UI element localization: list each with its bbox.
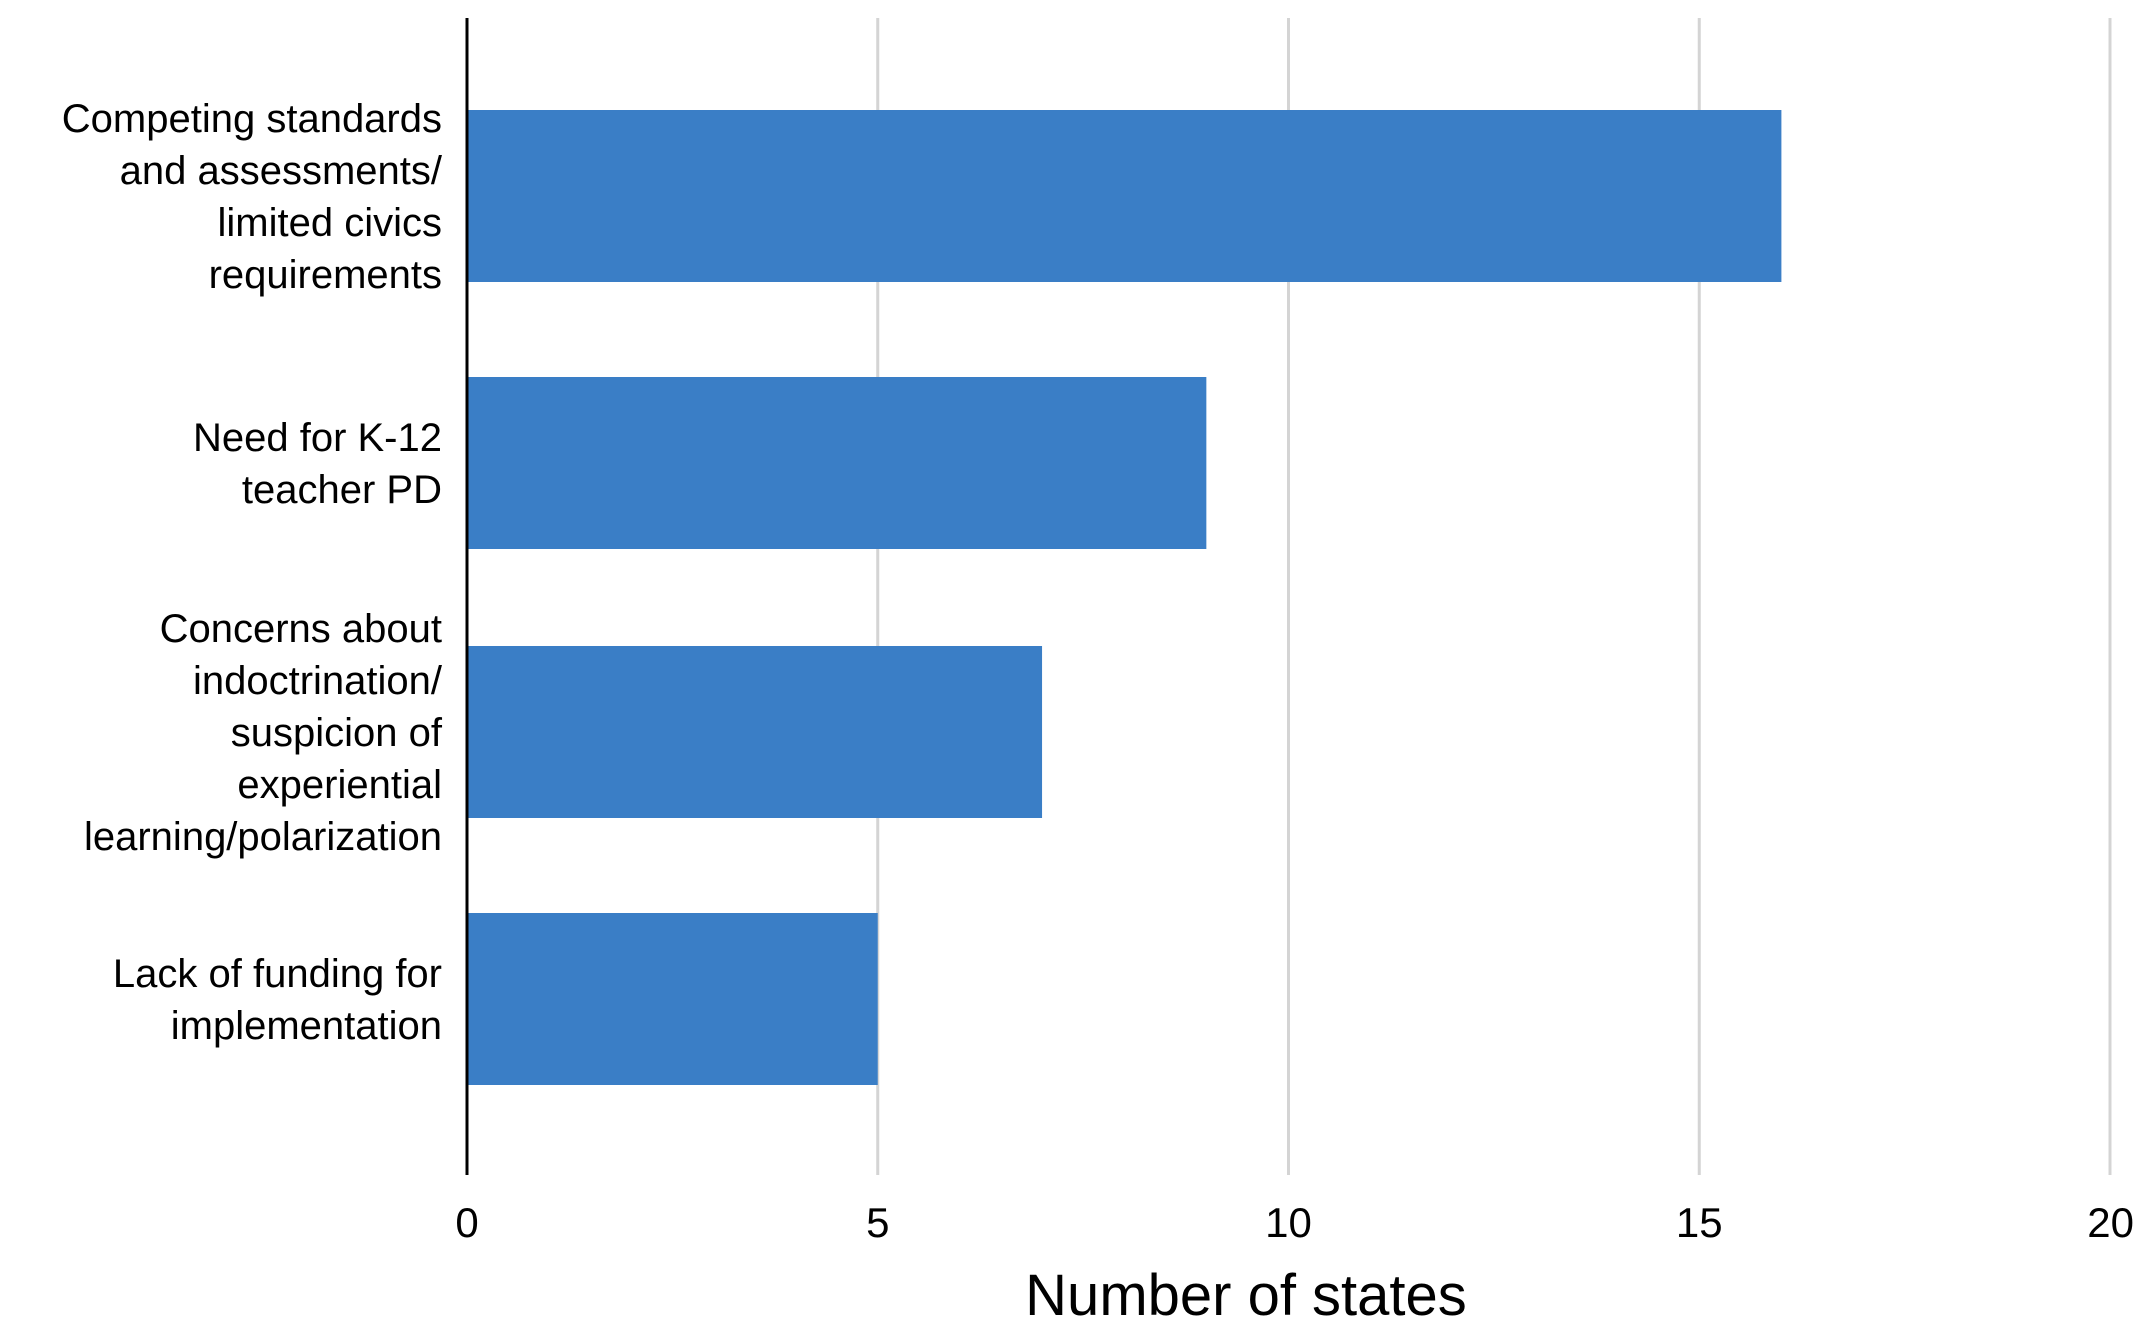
category-label-line: implementation	[171, 1004, 442, 1048]
bars	[467, 110, 1782, 1085]
category-label-line: requirements	[209, 253, 442, 297]
bar	[467, 110, 1782, 282]
x-tick-labels: 0 5 10 15 20	[455, 1199, 2134, 1246]
category-label-line: Competing standards	[62, 97, 442, 141]
category-label-line: experiential	[237, 763, 442, 807]
x-tick-label: 20	[2087, 1199, 2134, 1246]
category-label: Lack of funding for implementation	[113, 952, 442, 1048]
x-axis-title: Number of states	[1025, 1263, 1467, 1324]
category-label-line: and assessments/	[120, 149, 443, 193]
category-label-line: suspicion of	[231, 711, 443, 755]
category-label-line: indoctrination/	[193, 659, 443, 703]
category-labels: Competing standards and assessments/limit…	[62, 97, 443, 1048]
bar	[467, 646, 1043, 818]
category-label-line: teacher PD	[242, 468, 442, 512]
bar	[467, 377, 1207, 549]
x-tick-label: 15	[1676, 1199, 1723, 1246]
category-label-line: learning/polarization	[84, 815, 442, 859]
x-tick-label: 5	[866, 1199, 889, 1246]
category-label: Competing standards and assessments/limit…	[62, 97, 443, 297]
category-label: Need for K-12 teacher PD	[193, 416, 442, 512]
category-label-line: Lack of funding for	[113, 952, 442, 996]
x-tick-label: 0	[455, 1199, 478, 1246]
category-label-line: Need for K-12	[193, 416, 442, 460]
category-label: Concerns about indoctrination/suspicion o…	[84, 607, 443, 859]
category-label-line: limited civics	[218, 201, 442, 245]
x-tick-label: 10	[1265, 1199, 1312, 1246]
category-label-line: Concerns about	[160, 607, 442, 651]
bar	[467, 913, 878, 1085]
